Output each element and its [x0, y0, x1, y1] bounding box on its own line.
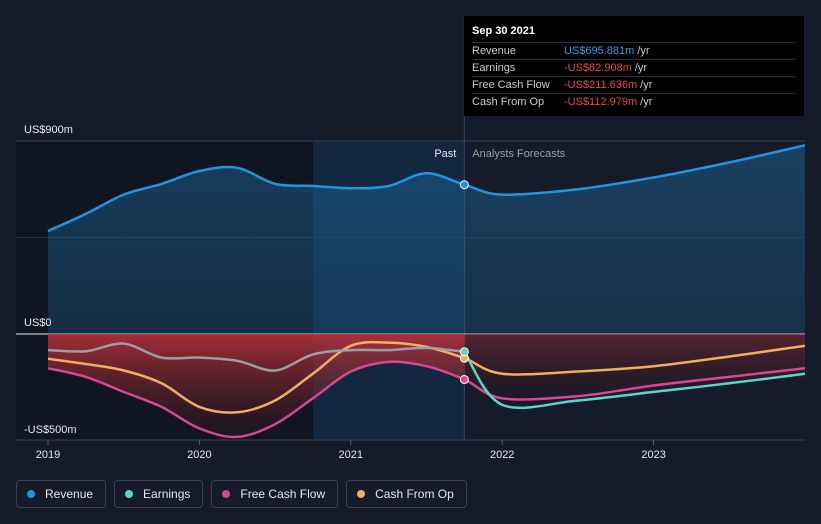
- tooltip-value: -US$82.908m: [564, 62, 632, 74]
- cash-from-op-line: [47, 340, 806, 414]
- tooltip-label: Earnings: [472, 62, 516, 74]
- x-tick-label: 2022: [490, 449, 514, 461]
- legend-item-cash-from-op[interactable]: Cash From Op: [346, 480, 467, 508]
- tooltip-label: Cash From Op: [472, 96, 545, 108]
- y-label-zero: US$0: [24, 317, 52, 329]
- tooltip-date: Sep 30 2021: [472, 25, 535, 37]
- legend-label: Earnings: [143, 487, 191, 501]
- tooltip-row: Cash From Op -US$112.979m/yr: [472, 93, 796, 110]
- negative-area-forecast: [464, 334, 805, 406]
- earnings-line-forecast: [463, 351, 806, 410]
- tooltip-label: Revenue: [472, 45, 517, 57]
- past-label: Past: [434, 148, 456, 160]
- revenue-line: [47, 144, 806, 233]
- legend: Revenue Earnings Free Cash Flow Cash From O…: [16, 480, 467, 508]
- tooltip-unit: /yr: [637, 45, 650, 57]
- tooltip-unit: /yr: [640, 79, 653, 91]
- tooltip-label: Free Cash Flow: [472, 79, 550, 91]
- tooltip-unit: /yr: [634, 62, 648, 74]
- revenue-area: [48, 145, 805, 334]
- legend-item-revenue[interactable]: Revenue: [16, 480, 107, 508]
- tooltip: Sep 30 2021 Revenue US$695.881m/yr Earning…: [464, 16, 804, 116]
- legend-dot-icon: [27, 490, 35, 498]
- tooltip-value: -US$211.636m: [564, 79, 638, 91]
- tooltip-value: US$695.881m: [564, 45, 635, 57]
- tooltip-row: Revenue US$695.881m/yr: [472, 42, 796, 59]
- earnings-line-past: [47, 342, 465, 372]
- x-tick-label: 2020: [187, 449, 211, 461]
- forecast-label: Analysts Forecasts: [472, 148, 565, 160]
- legend-dot-icon: [222, 490, 231, 498]
- legend-dot-icon: [125, 490, 134, 498]
- x-tick-label: 2023: [641, 449, 665, 461]
- tooltip-unit: /yr: [640, 96, 653, 108]
- tooltip-row: Earnings -US$82.908m/yr: [472, 59, 796, 76]
- y-label-bottom: -US$500m: [24, 424, 77, 436]
- x-tick-label: 2019: [36, 449, 60, 461]
- legend-item-free-cash-flow[interactable]: Free Cash Flow: [211, 480, 339, 508]
- earnings-marker: [459, 347, 469, 357]
- legend-label: Revenue: [45, 487, 94, 501]
- legend-label: Cash From Op: [375, 487, 454, 501]
- free-cash-flow-marker: [459, 374, 469, 384]
- tooltip-value: -US$112.979m: [564, 96, 638, 108]
- legend-label: Free Cash Flow: [240, 487, 326, 501]
- y-label-top: US$900m: [24, 124, 73, 136]
- tooltip-row: Free Cash Flow -US$211.636m/yr: [472, 76, 796, 93]
- legend-item-earnings[interactable]: Earnings: [114, 480, 204, 508]
- negative-area-past: [48, 334, 465, 437]
- legend-dot-icon: [357, 490, 366, 498]
- free-cash-flow-line: [47, 360, 806, 439]
- x-tick-label: 2021: [339, 449, 363, 461]
- revenue-marker: [459, 180, 469, 190]
